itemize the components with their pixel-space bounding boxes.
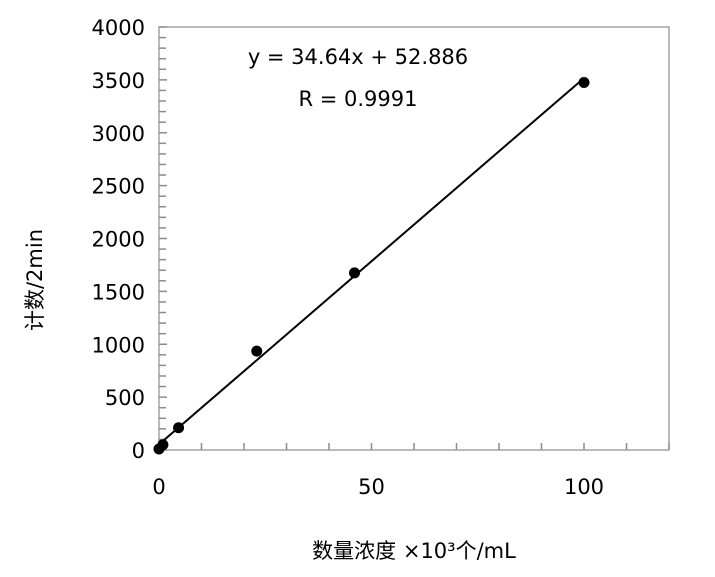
y-tick-label: 1500 — [92, 280, 145, 304]
equation-label: y = 34.64x + 52.886 — [248, 45, 468, 69]
data-point — [578, 77, 590, 89]
y-tick-label: 3500 — [92, 69, 145, 93]
y-tick-label: 2000 — [92, 228, 145, 252]
data-point — [251, 345, 263, 357]
y-axis-label: 计数/2min — [23, 229, 47, 331]
data-point — [349, 267, 360, 279]
y-tick-label: 3000 — [92, 122, 145, 146]
y-tick-label: 1000 — [92, 333, 145, 357]
y-tick-label: 0 — [132, 439, 145, 463]
x-tick-label: 0 — [152, 475, 165, 499]
data-point — [157, 439, 169, 451]
data-point — [173, 422, 185, 434]
trend-line — [158, 77, 585, 446]
y-tick-label: 500 — [105, 386, 145, 410]
x-tick-label: 50 — [358, 475, 385, 499]
y-tick-label: 4000 — [92, 16, 145, 40]
r-value-label: R = 0.9991 — [298, 87, 417, 111]
x-tick-label: 100 — [564, 475, 604, 499]
y-tick-label: 2500 — [92, 175, 145, 199]
x-axis-label: 数量浓度 ×10³个/mL — [312, 539, 516, 563]
